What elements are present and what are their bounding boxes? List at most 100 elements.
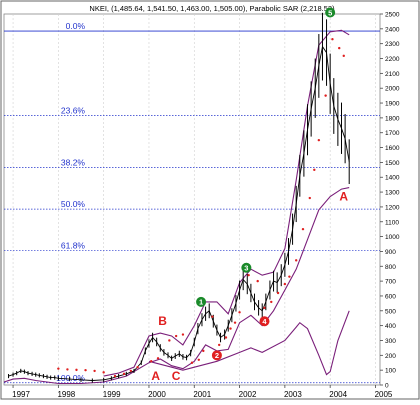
x-tick-label-2005: 2005: [375, 390, 393, 399]
y-tick-label-1400: 1400: [385, 175, 400, 182]
wave-label-3-5-badge: [241, 262, 252, 273]
sar-point-9: [136, 365, 139, 369]
chart-title: NKEI, (1,485.64, 1,541.50, 1,463.00, 1,5…: [89, 4, 335, 13]
wave-label-2-7: 2: [215, 351, 219, 360]
oscillator-line: [148, 310, 350, 376]
y-tick-label-700: 700: [385, 279, 396, 286]
y-tick-label-1700: 1700: [385, 130, 400, 137]
y-tick-label-2100: 2100: [385, 71, 400, 78]
y-tick-label-1200: 1200: [385, 204, 400, 211]
x-tick-label-1998: 1998: [57, 390, 75, 399]
sar-point-23: [238, 311, 241, 314]
sar-point-21: [229, 327, 232, 330]
y-tick-label-100: 100: [385, 368, 396, 375]
sar-point-27: [270, 300, 273, 304]
band-layer: [3, 29, 350, 385]
wave-label-2-7-badge: [211, 350, 222, 361]
sar-point-7: [122, 372, 126, 376]
wave-label-5-6-badge: [325, 7, 336, 18]
wave-label-1-4: 1: [199, 298, 203, 307]
sar-point-32: [301, 227, 305, 231]
y-tick-label-600: 600: [385, 293, 396, 300]
y-tick-label-200: 200: [385, 353, 396, 360]
sar-point-37: [331, 38, 334, 41]
sar-point-2: [75, 368, 78, 372]
sar-point-1: [66, 368, 69, 371]
y-tick-label-2200: 2200: [385, 56, 400, 63]
y-tick-label-400: 400: [385, 323, 396, 330]
axis-layer: 1997 1998 1999 2000 2001 2002 2003 2004 20050100…: [12, 12, 400, 400]
x-tick-label-1997: 1997: [12, 390, 30, 399]
sar-point-39: [342, 54, 345, 58]
sar-point-35: [317, 138, 321, 142]
x-tick-label-2003: 2003: [284, 390, 302, 399]
fib-layer: 0.0% 23.6% 38.2% 50.0% 61.8% 100.0%: [4, 21, 380, 384]
y-tick-label-300: 300: [385, 338, 396, 345]
y-tick-label-1800: 1800: [385, 115, 400, 122]
y-tick-label-1900: 1900: [385, 101, 400, 108]
y-tick-label-800: 800: [385, 264, 396, 271]
x-tick-label-2002: 2002: [239, 390, 257, 399]
sar-point-38: [338, 46, 341, 50]
sar-point-10: [150, 360, 153, 363]
sar-point-16: [197, 358, 200, 361]
upper-band-line: [103, 29, 350, 377]
fib-label-23-6: 23.6%: [61, 106, 86, 116]
sar-point-12: [168, 339, 171, 342]
wave-label-3-5: 3: [244, 264, 248, 273]
sar-point-17: [202, 349, 205, 353]
y-tick-label-2000: 2000: [385, 86, 400, 93]
price-line: [8, 45, 350, 381]
fib-label-0-0: 0.0%: [66, 21, 86, 31]
sar-point-36: [324, 94, 327, 97]
y-tick-label-1600: 1600: [385, 145, 400, 152]
wave-label-c-2: C: [172, 369, 181, 383]
sar-point-33: [308, 196, 311, 200]
sar-point-22: [233, 321, 237, 324]
y-tick-label-1300: 1300: [385, 190, 400, 197]
sar-point-13: [174, 334, 178, 338]
y-tick-label-1100: 1100: [385, 219, 399, 226]
wave-label-5-6: 5: [328, 8, 332, 17]
sar-point-19: [217, 343, 221, 347]
x-tick-label-1999: 1999: [103, 390, 121, 399]
fib-label-38-2: 38.2%: [61, 158, 86, 168]
sar-point-18: [211, 315, 214, 318]
y-tick-label-2500: 2500: [385, 12, 400, 19]
wave-label-1-4-badge: [196, 296, 207, 307]
y-tick-label-900: 900: [385, 249, 396, 256]
sar-point-24: [247, 273, 250, 277]
sar-point-29: [283, 282, 287, 286]
sar-point-20: [224, 336, 228, 339]
sar-layer: [57, 38, 345, 378]
y-tick-label-2300: 2300: [385, 41, 400, 48]
y-tick-label-1000: 1000: [385, 234, 400, 241]
sar-point-14: [181, 333, 185, 336]
sar-point-34: [313, 168, 316, 172]
plot-frame: [3, 13, 381, 386]
price-layer: [8, 12, 350, 383]
sar-point-3: [84, 368, 87, 372]
sar-point-31: [294, 259, 298, 262]
sar-point-0: [57, 367, 60, 370]
wave-label-4-8-badge: [259, 316, 270, 327]
sar-point-5: [102, 371, 105, 374]
sar-point-28: [276, 291, 280, 295]
fib-label-100-0: 100.0%: [56, 373, 85, 383]
wave-label-b-1: B: [158, 314, 167, 328]
lower-band-line: [3, 187, 350, 385]
sar-point-11: [156, 357, 160, 360]
fib-label-61-8: 61.8%: [61, 241, 86, 251]
sar-point-6: [113, 374, 117, 378]
sar-point-25: [256, 279, 259, 283]
wave-label-a-0: A: [151, 369, 160, 383]
y-tick-label-500: 500: [385, 308, 396, 315]
sar-point-8: [129, 369, 133, 373]
sar-point-15: [190, 361, 194, 364]
x-tick-label-2001: 2001: [193, 390, 211, 399]
sar-point-30: [288, 275, 291, 278]
